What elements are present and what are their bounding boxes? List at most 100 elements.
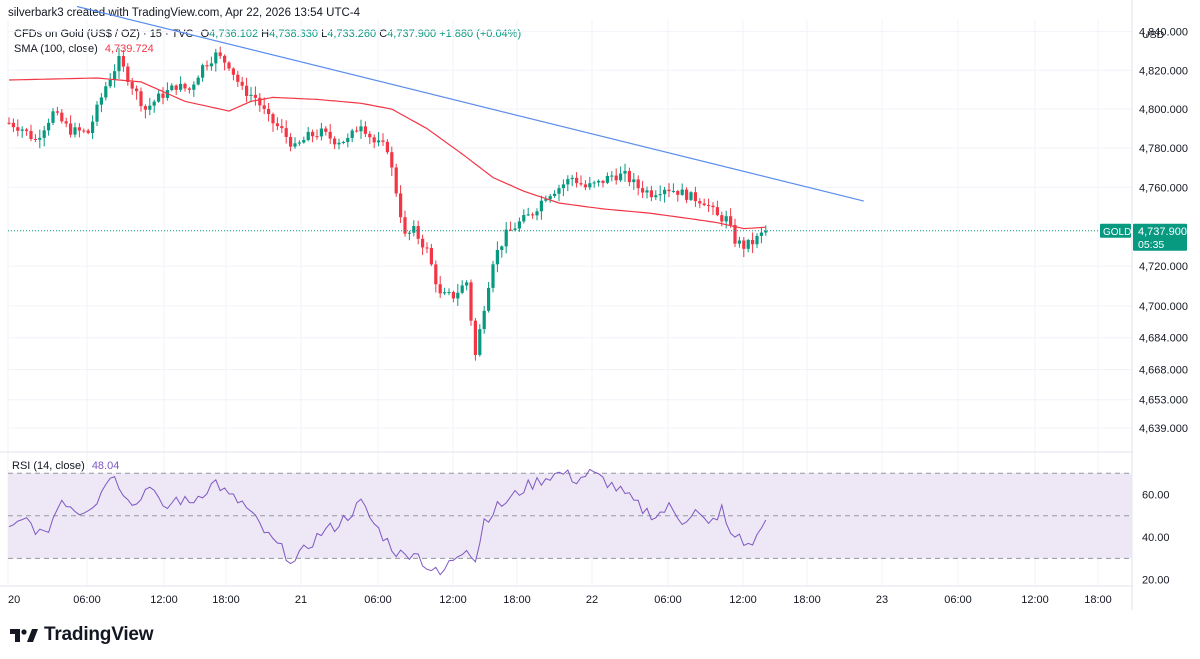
candle-body	[751, 239, 755, 245]
rsi-legend[interactable]: RSI (14, close) 48.04	[12, 460, 119, 472]
candle-body	[671, 190, 675, 192]
candle-body	[86, 130, 90, 133]
candle-body	[139, 91, 143, 107]
candle-body	[443, 292, 447, 294]
candle-body	[73, 127, 77, 135]
candle-body	[478, 329, 482, 355]
candle-body	[500, 246, 504, 250]
candle-body	[341, 141, 345, 143]
candle-body	[284, 128, 288, 137]
candle-body	[623, 170, 627, 174]
rsi-line	[8, 468, 767, 576]
candle-body	[755, 235, 759, 245]
candle-body	[544, 199, 548, 201]
price-tick-label: 4,639.000	[1139, 423, 1188, 435]
candle-body	[346, 137, 350, 142]
price-tag-symbol: GOLD	[1103, 227, 1131, 238]
candle-body	[363, 126, 367, 134]
candle-body	[676, 190, 680, 195]
time-tick-label: 12:00	[150, 594, 178, 606]
candle-body	[421, 238, 425, 248]
candle-body	[113, 71, 117, 80]
candle-body	[597, 180, 601, 183]
rsi-label: RSI (14, close)	[12, 460, 85, 472]
candle-body	[240, 81, 244, 86]
candle-body	[407, 232, 411, 234]
price-tag-symbol-bg	[1100, 223, 1131, 238]
candle-body	[302, 140, 306, 143]
time-tick-label: 21	[295, 594, 307, 606]
candle-body	[451, 292, 455, 299]
candle-body	[517, 221, 521, 229]
sma-legend[interactable]: SMA (100, close) 4,739.724	[14, 43, 154, 55]
candle-body	[77, 127, 81, 131]
candle-body	[465, 282, 469, 286]
time-tick-label: 06:00	[73, 594, 101, 606]
candle-body	[280, 126, 284, 129]
candle-body	[561, 184, 565, 189]
instrument-legend[interactable]: CFDs on Gold (US$ / OZ) · 15 · TVC O4,73…	[14, 28, 521, 40]
candle-body	[566, 179, 570, 185]
candle-body	[685, 189, 689, 200]
candle-body	[350, 130, 354, 138]
candle-body	[641, 188, 645, 193]
candle-body	[689, 192, 693, 200]
price-tag-countdown: 05:35	[1138, 239, 1164, 251]
candle-body	[663, 189, 667, 195]
candle-body	[429, 247, 433, 265]
candle-body	[117, 56, 121, 72]
price-tick-label: 4,700.000	[1139, 301, 1188, 313]
price-tag-bg	[1133, 223, 1187, 251]
candle-body	[319, 128, 323, 137]
candle-body	[293, 143, 297, 147]
candle-body	[297, 142, 301, 144]
candle-body	[95, 104, 99, 122]
candle-body	[460, 285, 464, 293]
sma-line	[8, 77, 766, 230]
candle-body	[473, 320, 477, 355]
currency-label[interactable]: USD	[1142, 29, 1165, 41]
time-tick-label: 12:00	[439, 594, 467, 606]
candle-body	[148, 105, 152, 110]
candle-body	[315, 136, 319, 138]
time-tick-label: 18:00	[503, 594, 531, 606]
candle-body	[289, 136, 293, 147]
candle-body	[390, 152, 394, 168]
candle-body	[649, 190, 653, 198]
candle-body	[557, 188, 561, 194]
candle-body	[275, 123, 279, 127]
price-tick-label: 4,780.000	[1139, 143, 1188, 155]
candle-body	[711, 205, 715, 208]
time-tick-label: 18:00	[1084, 594, 1112, 606]
candle-body	[157, 93, 161, 102]
candle-body	[214, 52, 218, 64]
candle-body	[394, 167, 398, 194]
time-tick-label: 12:00	[1021, 594, 1049, 606]
candle-body	[267, 108, 271, 115]
candle-body	[764, 230, 768, 233]
candle-body	[425, 247, 429, 249]
candle-body	[698, 201, 702, 204]
time-tick-label: 18:00	[793, 594, 821, 606]
candle-body	[588, 183, 592, 188]
candle-body	[311, 131, 315, 137]
candle-body	[60, 112, 64, 122]
candle-body	[535, 211, 539, 216]
candle-body	[548, 196, 552, 200]
candle-body	[702, 203, 706, 206]
candle-body	[403, 217, 407, 234]
candle-body	[179, 83, 183, 90]
candle-body	[64, 121, 68, 124]
candle-body	[610, 175, 614, 177]
candle-body	[509, 229, 513, 231]
candle-body	[575, 177, 579, 184]
candle-body	[526, 214, 530, 216]
time-tick-label: 06:00	[944, 594, 972, 606]
candle-body	[174, 85, 178, 90]
chart-caption: silverbark3 created with TradingView.com…	[8, 7, 360, 19]
candle-body	[20, 129, 24, 131]
candle-body	[51, 111, 55, 123]
candle-body	[192, 84, 196, 90]
candle-body	[183, 83, 187, 89]
